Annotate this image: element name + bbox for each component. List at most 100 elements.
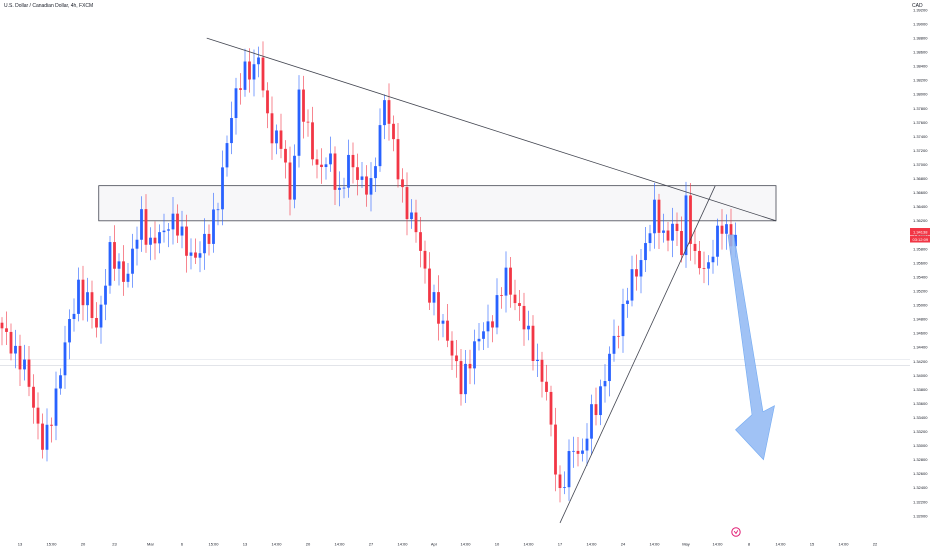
time-tick-label: Apr	[431, 542, 438, 547]
time-tick-label: 8	[748, 542, 751, 547]
candle	[5, 311, 8, 346]
candle-body	[680, 230, 683, 256]
candle-body	[707, 262, 710, 269]
time-tick-label: 13	[243, 542, 248, 547]
candle	[414, 199, 418, 243]
candle-body	[59, 375, 62, 389]
candle	[221, 150, 224, 226]
candle	[464, 350, 467, 403]
candle	[153, 221, 157, 260]
candle-body	[194, 252, 197, 258]
candle-body	[342, 187, 346, 189]
candle	[374, 157, 377, 193]
candle	[644, 226, 647, 273]
candle-body	[347, 154, 350, 188]
candle-body	[401, 179, 404, 188]
last-price-text: 1.34138	[913, 230, 928, 235]
candle	[86, 277, 89, 322]
candle-body	[333, 153, 337, 190]
resistance-zone-layer	[98, 185, 777, 222]
candle	[203, 218, 206, 270]
candle-body	[68, 319, 71, 343]
candle-body	[99, 304, 103, 328]
candle-body	[45, 424, 49, 450]
price-tick-label: 1.37200	[913, 148, 928, 153]
time-tick-label: May	[682, 542, 690, 547]
candle-body	[198, 253, 202, 258]
candle	[270, 96, 274, 160]
candle-body	[522, 305, 526, 330]
candle-body	[734, 234, 737, 247]
candle	[59, 368, 62, 395]
candle	[293, 144, 296, 209]
trendlines-layer	[206, 37, 777, 524]
price-tick-label: 1.33000	[913, 443, 928, 448]
last-price-tag	[910, 228, 930, 235]
candle	[432, 284, 436, 316]
time-tick-label: Mar	[147, 542, 155, 547]
candle-body	[549, 391, 553, 425]
candle-body	[266, 90, 269, 114]
candle-body	[95, 317, 98, 328]
candle	[104, 268, 107, 321]
candle-body	[635, 269, 638, 277]
candle	[513, 279, 517, 311]
candle-body	[599, 386, 602, 416]
candle-body	[432, 292, 436, 303]
candle	[36, 392, 40, 440]
candle-body	[275, 130, 278, 144]
candle-body	[414, 212, 418, 233]
candle	[54, 371, 58, 441]
candle-body	[36, 407, 40, 424]
candle-body	[500, 295, 503, 296]
candle	[419, 216, 422, 268]
time-tick-label: 20	[306, 542, 311, 547]
price-tick-label: 1.37600	[913, 120, 928, 125]
candle-body	[603, 381, 607, 387]
candle-body	[405, 187, 409, 220]
candle	[257, 46, 260, 78]
candle-body	[171, 213, 175, 230]
symbol-title: U.S. Dollar / Canadian Dollar, 4h, FXCM	[4, 3, 94, 9]
candle	[252, 49, 256, 97]
time-tick-label: 6	[181, 542, 184, 547]
candle-body	[320, 164, 323, 168]
candle	[657, 193, 661, 250]
descending-resistance-trendline[interactable]	[206, 37, 777, 222]
candle-body	[5, 328, 8, 332]
price-tick-label: 1.35600	[913, 260, 928, 265]
resistance-zone[interactable]	[98, 185, 777, 222]
candle	[95, 302, 98, 338]
candle	[234, 77, 238, 135]
candle	[711, 239, 715, 274]
down-projection-arrow[interactable]	[727, 234, 775, 461]
time-tick-label: 14:00	[649, 542, 660, 547]
price-tick-label: 1.38200	[913, 78, 928, 83]
candle	[599, 379, 602, 426]
candle	[194, 238, 197, 264]
price-tick-label: 1.34600	[913, 331, 928, 336]
candle	[329, 136, 332, 172]
countdown-tag	[910, 235, 930, 243]
candle-body	[689, 195, 692, 244]
candle-body	[477, 338, 481, 342]
candle	[126, 262, 130, 288]
price-tick-label: 1.33200	[913, 429, 928, 434]
candle-body	[608, 353, 611, 382]
candle	[315, 149, 319, 179]
candle	[77, 267, 80, 322]
candle-body	[324, 164, 328, 168]
candle-body	[113, 242, 116, 269]
candle-body	[590, 404, 593, 439]
candle-body	[383, 100, 386, 126]
price-tick-label: 1.36600	[913, 190, 928, 195]
candle-body	[441, 320, 445, 324]
candle	[90, 280, 94, 329]
price-tick-label: 1.33400	[913, 415, 928, 420]
candle-body	[725, 224, 728, 234]
ascending-support-trendline[interactable]	[559, 185, 716, 524]
candle	[554, 407, 557, 492]
tradingview-logo-icon[interactable]	[731, 527, 741, 537]
candle	[567, 439, 571, 501]
